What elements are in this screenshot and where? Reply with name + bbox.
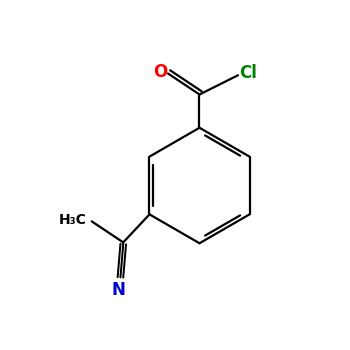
Text: Cl: Cl	[239, 64, 257, 83]
Text: H₃C: H₃C	[58, 213, 86, 227]
Text: N: N	[112, 281, 126, 299]
Text: O: O	[153, 63, 167, 81]
